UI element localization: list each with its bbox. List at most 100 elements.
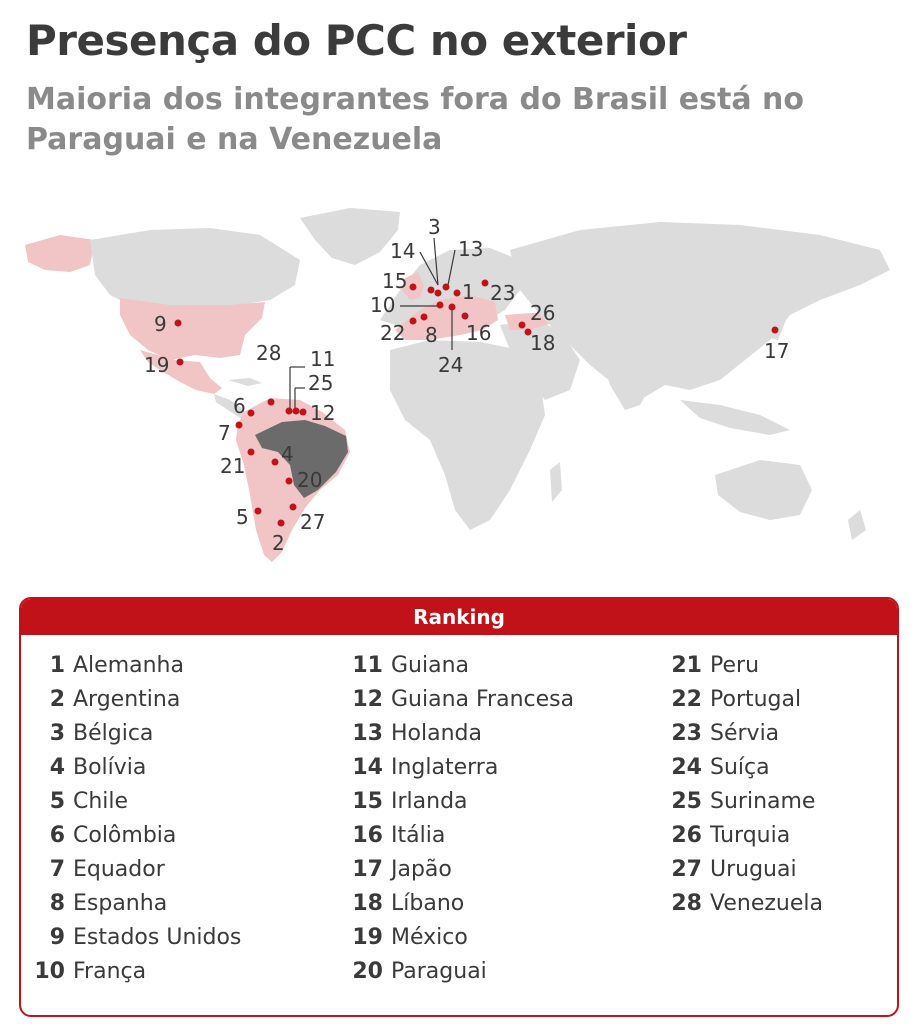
marker-dot-3 xyxy=(434,289,442,297)
country-name: Itália xyxy=(391,823,446,848)
madagascar xyxy=(550,462,562,502)
leader-lines xyxy=(289,237,456,410)
country-name: Suíça xyxy=(710,755,770,780)
rank-number: 12 xyxy=(352,687,383,712)
marker-label-23: 23 xyxy=(490,281,515,305)
country-name: Guiana xyxy=(391,653,470,678)
rank-number: 18 xyxy=(352,891,383,916)
rank-number: 22 xyxy=(671,687,702,712)
ranking-item: 10 França xyxy=(21,955,241,989)
marker-dot-17 xyxy=(771,326,779,334)
ranking-item: 4 Bolívia xyxy=(21,751,241,785)
marker-label-21: 21 xyxy=(220,454,245,478)
ranking-item: 14 Inglaterra xyxy=(341,751,574,785)
marker-label-8: 8 xyxy=(425,323,438,347)
ranking-item: 11 Guiana xyxy=(341,649,574,683)
rank-number: 20 xyxy=(352,959,383,984)
marker-label-12: 12 xyxy=(310,401,335,425)
marker-label-28: 28 xyxy=(256,341,281,365)
rank-number: 17 xyxy=(352,857,383,882)
marker-label-26: 26 xyxy=(530,301,555,325)
marker-dot-18 xyxy=(524,328,532,336)
marker-dot-7 xyxy=(235,421,243,429)
rank-number: 6 xyxy=(49,823,65,848)
country-name: França xyxy=(73,959,147,984)
ranking-item: 5 Chile xyxy=(21,785,241,819)
southeast-asia xyxy=(680,400,790,435)
country-name: Bélgica xyxy=(73,721,154,746)
marker-label-3: 3 xyxy=(428,215,441,239)
country-name: Guiana Francesa xyxy=(391,687,575,712)
marker-label-19: 19 xyxy=(144,353,169,377)
ranking-item: 7 Equador xyxy=(21,853,241,887)
country-name: Portugal xyxy=(710,687,802,712)
rank-number: 16 xyxy=(352,823,383,848)
country-name: Chile xyxy=(73,789,129,814)
marker-dot-20 xyxy=(285,477,293,485)
leader-line xyxy=(447,249,456,286)
ranking-item: 13 Holanda xyxy=(341,717,574,751)
rank-number: 10 xyxy=(34,959,65,984)
country-name: Turquia xyxy=(710,823,791,848)
marker-label-4: 4 xyxy=(281,442,294,466)
leader-line xyxy=(433,237,439,286)
ranking-item: 19 México xyxy=(341,921,574,955)
ranking-item: 23 Sérvia xyxy=(666,717,823,751)
ranking-item: 9 Estados Unidos xyxy=(21,921,242,955)
marker-dot-28 xyxy=(267,398,275,406)
ranking-item: 1 Alemanha xyxy=(21,649,241,683)
rank-number: 23 xyxy=(671,721,702,746)
marker-label-18: 18 xyxy=(530,331,555,355)
alaska xyxy=(25,235,95,272)
rank-number: 19 xyxy=(352,925,383,950)
marker-dot-12 xyxy=(299,408,307,416)
rank-number: 26 xyxy=(671,823,702,848)
india xyxy=(600,350,660,410)
marker-label-5: 5 xyxy=(236,505,249,529)
ranking-item: 6 Colômbia xyxy=(21,819,241,853)
rank-number: 13 xyxy=(352,721,383,746)
marker-label-13: 13 xyxy=(458,237,483,261)
ranking-item: 8 Espanha xyxy=(21,887,241,921)
rank-number: 3 xyxy=(49,721,65,746)
land-masses xyxy=(25,208,890,562)
marker-label-16: 16 xyxy=(466,321,491,345)
marker-dot-13 xyxy=(442,283,450,291)
country-name: Sérvia xyxy=(710,721,780,746)
marker-label-17: 17 xyxy=(764,339,789,363)
usa xyxy=(120,298,265,360)
country-name: Argentina xyxy=(73,687,181,712)
country-name: Espanha xyxy=(73,891,168,916)
marker-label-25: 25 xyxy=(308,371,333,395)
country-name: Suriname xyxy=(710,789,816,814)
canada xyxy=(90,228,300,308)
australia xyxy=(715,460,812,520)
marker-label-7: 7 xyxy=(218,421,231,445)
marker-dot-9 xyxy=(174,319,182,327)
marker-dot-2 xyxy=(277,519,285,527)
marker-dot-27 xyxy=(289,503,297,511)
country-name: Bolívia xyxy=(73,755,147,780)
ranking-item: 28 Venezuela xyxy=(666,887,823,921)
marker-label-27: 27 xyxy=(300,510,325,534)
marker-dot-26 xyxy=(518,321,526,329)
rank-number: 11 xyxy=(352,653,383,678)
ranking-item: 16 Itália xyxy=(341,819,574,853)
country-name: Inglaterra xyxy=(391,755,499,780)
greenland xyxy=(300,208,400,265)
marker-label-10: 10 xyxy=(370,293,395,317)
country-name: Holanda xyxy=(391,721,482,746)
marker-label-2: 2 xyxy=(272,531,285,555)
rank-number: 21 xyxy=(671,653,702,678)
marker-label-1: 1 xyxy=(462,280,475,304)
marker-dot-11 xyxy=(285,407,293,415)
marker-dots xyxy=(174,279,779,527)
middle-east xyxy=(500,320,580,400)
caribbean xyxy=(228,378,262,386)
country-name: Equador xyxy=(73,857,165,882)
marker-dot-25 xyxy=(292,407,300,415)
rank-number: 28 xyxy=(671,891,702,916)
marker-dot-10 xyxy=(436,301,444,309)
rank-number: 4 xyxy=(49,755,65,780)
